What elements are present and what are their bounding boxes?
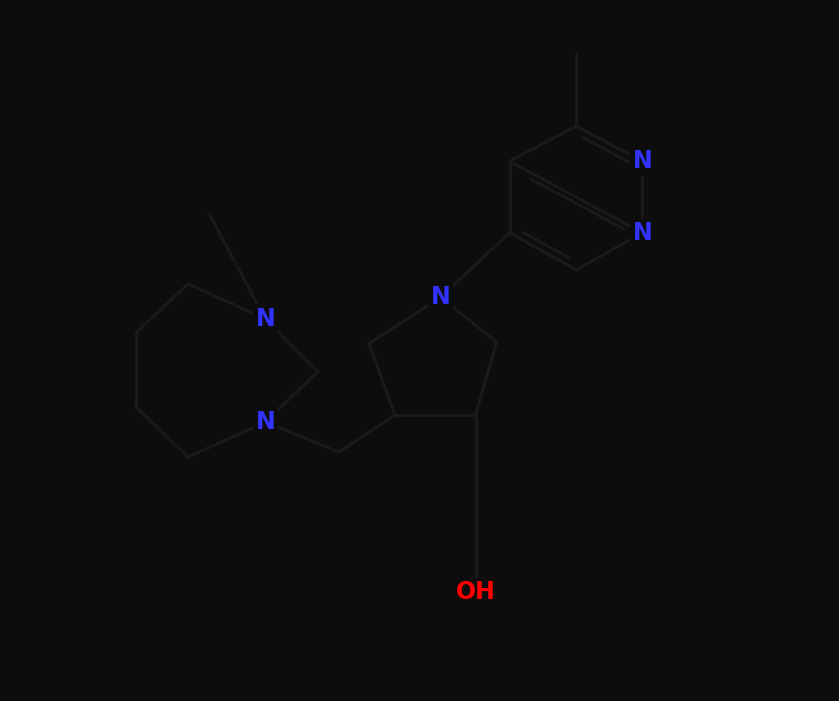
Text: N: N [255, 307, 275, 331]
Text: N: N [633, 221, 652, 245]
Text: OH: OH [456, 580, 496, 604]
Text: N: N [633, 149, 652, 173]
Text: N: N [255, 410, 275, 434]
Text: N: N [430, 285, 451, 309]
